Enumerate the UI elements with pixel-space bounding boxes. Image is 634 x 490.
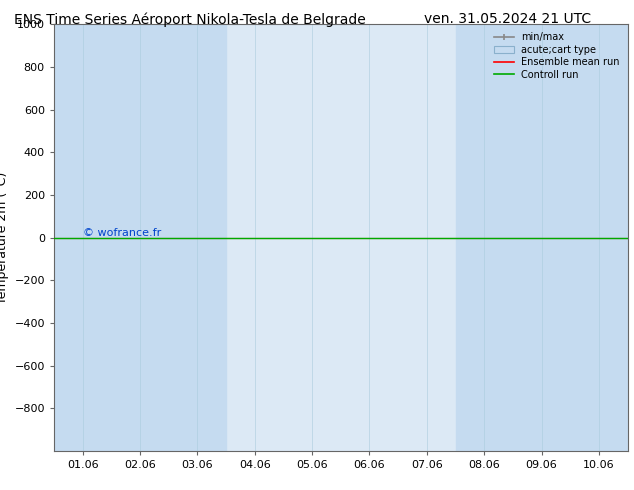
Legend: min/max, acute;cart type, Ensemble mean run, Controll run: min/max, acute;cart type, Ensemble mean … <box>491 29 623 82</box>
Y-axis label: Temperature 2m (°C): Temperature 2m (°C) <box>0 172 9 304</box>
Bar <box>513 24 571 451</box>
Bar <box>571 24 628 451</box>
Bar <box>169 24 226 451</box>
Text: ENS Time Series Aéroport Nikola-Tesla de Belgrade: ENS Time Series Aéroport Nikola-Tesla de… <box>15 12 366 27</box>
Text: © wofrance.fr: © wofrance.fr <box>83 228 162 238</box>
Bar <box>54 24 112 451</box>
Bar <box>112 24 169 451</box>
Bar <box>455 24 513 451</box>
Text: ven. 31.05.2024 21 UTC: ven. 31.05.2024 21 UTC <box>424 12 591 26</box>
